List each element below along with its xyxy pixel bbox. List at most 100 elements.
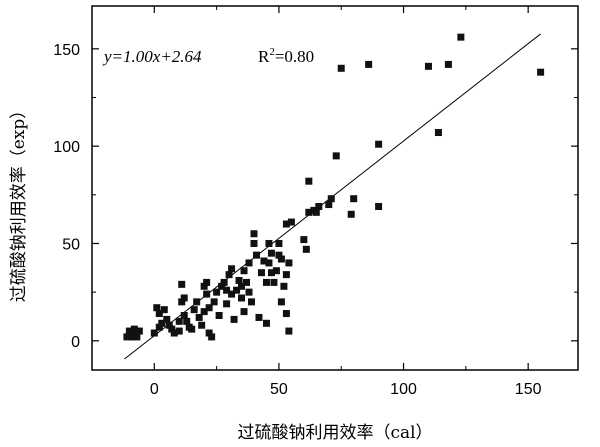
data-point (282, 271, 290, 279)
x-tick-label: 50 (270, 381, 288, 398)
data-point (347, 210, 355, 218)
data-point (208, 333, 216, 341)
data-point (230, 315, 238, 323)
data-point (267, 269, 275, 277)
data-point (238, 294, 246, 302)
data-point (180, 311, 188, 319)
data-point (250, 239, 258, 247)
data-point (200, 308, 208, 316)
data-point (365, 60, 373, 68)
data-point (248, 298, 256, 306)
data-point (130, 325, 138, 333)
data-point (203, 278, 211, 286)
data-point (262, 319, 270, 327)
data-point (223, 300, 231, 308)
data-points (123, 33, 545, 341)
data-point (205, 304, 213, 312)
data-point (537, 68, 545, 76)
data-point (198, 321, 206, 329)
data-point (193, 298, 201, 306)
y-tick-label: 100 (53, 139, 80, 156)
data-point (205, 329, 213, 337)
data-point (190, 306, 198, 314)
data-point (270, 278, 278, 286)
data-point (257, 269, 265, 277)
data-point (235, 276, 243, 284)
data-point (243, 278, 251, 286)
data-point (267, 249, 275, 257)
data-point (375, 202, 383, 210)
data-point (315, 202, 323, 210)
data-point (178, 298, 186, 306)
data-point (183, 317, 191, 325)
y-tick-label: 0 (71, 334, 80, 351)
data-point (135, 327, 143, 335)
data-point (240, 308, 248, 316)
data-point (240, 267, 248, 275)
data-point (302, 245, 310, 253)
x-axis-title: 过硫酸钠利用效率（cal） (237, 423, 432, 443)
data-point (332, 152, 340, 160)
y-tick-label: 50 (62, 236, 80, 253)
data-point (163, 315, 171, 323)
data-point (262, 278, 270, 286)
data-point (272, 267, 280, 275)
data-point (195, 313, 203, 321)
data-point (250, 230, 258, 238)
data-point (203, 290, 211, 298)
data-point (155, 323, 163, 331)
axis-tick-labels: 0 50 100 150 0 50 100 150 (53, 42, 541, 398)
data-point (424, 62, 432, 70)
data-point (282, 310, 290, 318)
data-point (280, 282, 288, 290)
data-point (287, 218, 295, 226)
data-point (285, 327, 293, 335)
data-point (305, 208, 313, 216)
data-point (213, 288, 221, 296)
x-tick-label: 100 (390, 381, 417, 398)
data-point (305, 177, 313, 185)
data-point (223, 286, 231, 294)
data-point (210, 298, 218, 306)
data-point (155, 310, 163, 318)
data-point (337, 64, 345, 72)
data-point (180, 294, 188, 302)
data-point (277, 255, 285, 263)
x-tick-label: 0 (150, 381, 159, 398)
data-point (327, 195, 335, 203)
data-point (265, 259, 273, 267)
data-point (200, 282, 208, 290)
y-axis-title: 过硫酸钠利用效率（exp） (9, 102, 29, 303)
y-tick-label: 150 (53, 42, 80, 59)
data-point (245, 259, 253, 267)
data-point (225, 271, 233, 279)
data-point (158, 319, 166, 327)
data-point (350, 195, 358, 203)
data-point (188, 325, 196, 333)
data-point (238, 282, 246, 290)
data-point (218, 282, 226, 290)
data-point (282, 220, 290, 228)
data-point (285, 259, 293, 267)
data-point (125, 327, 133, 335)
data-point (265, 239, 273, 247)
data-point (153, 304, 161, 312)
plot-frame (91, 5, 579, 371)
data-point (434, 129, 442, 137)
data-point (255, 313, 263, 321)
data-point (165, 321, 173, 329)
data-point (277, 298, 285, 306)
data-point (220, 278, 228, 286)
data-point (260, 257, 268, 265)
r-squared-label: R2=0.80 (258, 46, 314, 66)
data-point (252, 251, 260, 259)
data-point (228, 290, 236, 298)
data-point (175, 327, 183, 335)
data-point (215, 311, 223, 319)
data-point (444, 60, 452, 68)
data-point (457, 33, 465, 41)
data-point (312, 208, 320, 216)
equation-label: y=1.00x+2.64 (102, 47, 202, 66)
data-point (175, 317, 183, 325)
